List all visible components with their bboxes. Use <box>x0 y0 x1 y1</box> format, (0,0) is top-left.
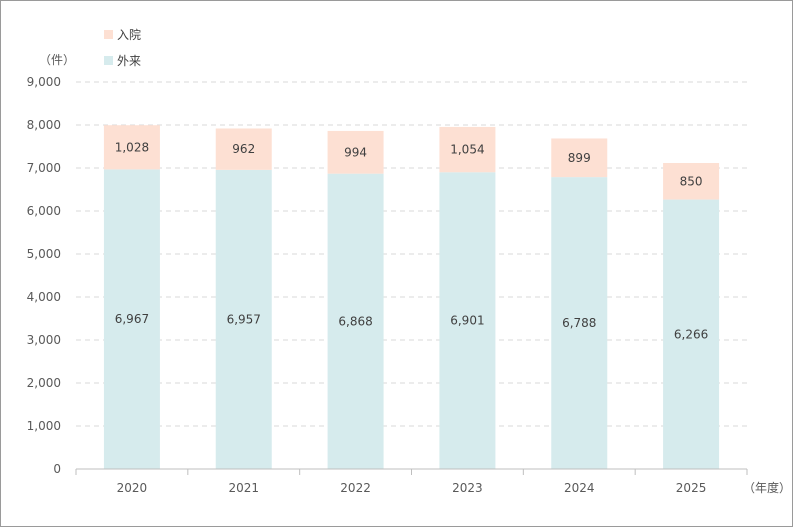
legend-swatch <box>104 30 113 39</box>
y-tick-label: 0 <box>53 462 61 476</box>
y-tick-label: 9,000 <box>27 75 61 89</box>
bar-inpatient-2025 <box>663 163 720 200</box>
y-tick-label: 6,000 <box>27 204 61 218</box>
y-tick-label: 7,000 <box>27 161 61 175</box>
data-label: 6,266 <box>674 327 708 341</box>
y-tick-label: 5,000 <box>27 247 61 261</box>
bar-outpatient-2022 <box>327 173 384 469</box>
legend-swatch <box>104 56 113 65</box>
y-tick-label: 3,000 <box>27 333 61 347</box>
bar-inpatient-2024 <box>551 138 608 178</box>
bar-inpatient-2023 <box>439 126 496 173</box>
legend-label: 外来 <box>117 54 141 68</box>
x-tick-label: 2025 <box>676 481 707 495</box>
data-label: 962 <box>232 142 255 156</box>
data-label: 1,028 <box>115 140 149 154</box>
data-label: 6,901 <box>450 314 484 328</box>
bars <box>103 125 720 469</box>
data-label: 899 <box>568 151 591 165</box>
legend-label: 入院 <box>117 28 141 42</box>
data-label: 994 <box>344 145 367 159</box>
x-tick-label: 2023 <box>452 481 483 495</box>
bar-outpatient-2024 <box>551 177 608 469</box>
gridlines <box>76 81 747 427</box>
y-tick-label: 8,000 <box>27 118 61 132</box>
y-axis-unit: （件） <box>39 53 75 67</box>
x-tick-label: 2022 <box>340 481 371 495</box>
bar-outpatient-2025 <box>663 199 720 469</box>
x-tick-label: 2021 <box>228 481 259 495</box>
data-label: 6,957 <box>227 312 261 326</box>
y-tick-label: 2,000 <box>27 376 61 390</box>
y-tick-label: 1,000 <box>27 419 61 433</box>
data-label: 6,967 <box>115 312 149 326</box>
data-label: 6,868 <box>338 314 372 328</box>
bar-inpatient-2020 <box>103 125 160 170</box>
x-tick-label: 2024 <box>564 481 595 495</box>
bar-outpatient-2023 <box>439 172 496 469</box>
x-tick-label: 2020 <box>117 481 148 495</box>
data-label: 850 <box>680 174 703 188</box>
data-label: 1,054 <box>450 143 484 157</box>
data-labels: 6,967 1,028 6,957 962 6,868 994 6,901 1,054 6,78… <box>115 140 709 341</box>
bar-outpatient-2020 <box>103 169 160 469</box>
bar-outpatient-2021 <box>215 169 272 469</box>
bar-inpatient-2022 <box>327 130 384 174</box>
bar-inpatient-2021 <box>215 128 272 170</box>
y-tick-label: 4,000 <box>27 290 61 304</box>
x-axis-unit: （年度） <box>743 480 791 495</box>
data-label: 6,788 <box>562 316 596 330</box>
axes: 0 1,000 2,000 3,000 4,000 5,000 6,000 7,000 8,00… <box>27 75 748 495</box>
